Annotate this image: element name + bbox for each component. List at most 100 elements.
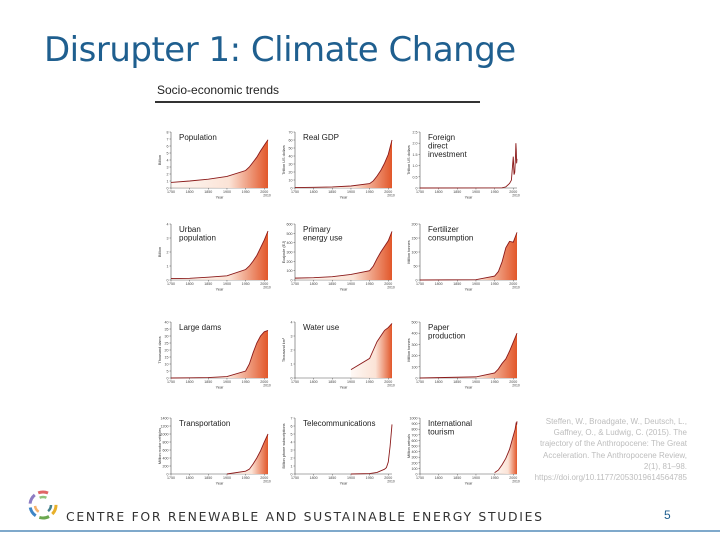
y-tick-label: 2 bbox=[167, 173, 169, 177]
x-tick-label: 1950 bbox=[366, 190, 374, 194]
x-tick-label: 1950 bbox=[366, 380, 374, 384]
y-tick-label: 200 bbox=[163, 465, 169, 469]
series-line bbox=[294, 231, 393, 279]
y-tick-label: 40 bbox=[165, 321, 169, 325]
y-tick-label: 4 bbox=[291, 441, 293, 445]
panel-title: Foreign direct investment bbox=[428, 133, 467, 159]
x-tick-label: 1850 bbox=[453, 380, 461, 384]
y-axis-label: Million tonnes bbox=[407, 240, 411, 263]
x-tick-label: 1750 bbox=[167, 282, 175, 286]
y-tick-label: 60 bbox=[289, 139, 293, 143]
y-tick-label: 0 bbox=[416, 187, 418, 191]
x-tick-label: 1950 bbox=[491, 190, 499, 194]
y-tick-label: 1 bbox=[167, 180, 169, 184]
panel-title: Real GDP bbox=[303, 133, 339, 142]
y-tick-label: 0.5 bbox=[413, 175, 418, 179]
x-tick-label: 2000 bbox=[384, 380, 392, 384]
x-tick-label: 2000 bbox=[509, 380, 517, 384]
y-axis-label: Trillion US dollars bbox=[407, 145, 411, 175]
y-tick-label: 1 bbox=[291, 465, 293, 469]
y-tick-label: 5 bbox=[167, 152, 169, 156]
y-tick-label: 0 bbox=[416, 473, 418, 477]
y-tick-label: 3 bbox=[167, 166, 169, 170]
series-area bbox=[350, 323, 392, 378]
cress-logo-icon bbox=[28, 490, 58, 520]
x-tick-label: 1950 bbox=[491, 380, 499, 384]
y-axis-label: Million motor vehicles bbox=[158, 428, 162, 464]
x-axis-label: Year bbox=[216, 196, 224, 200]
y-tick-label: 7 bbox=[167, 138, 169, 142]
y-tick-label: 800 bbox=[163, 441, 169, 445]
x-axis-label: Year bbox=[340, 482, 348, 486]
x-tick-label: 1900 bbox=[347, 282, 355, 286]
y-tick-label: 5 bbox=[291, 433, 293, 437]
x-axis-label: Year bbox=[465, 288, 473, 292]
x-tick-label: 1800 bbox=[310, 282, 318, 286]
panel-title: Fertilizer consumption bbox=[428, 225, 473, 243]
y-tick-label: 500 bbox=[412, 445, 418, 449]
x-tick-label: 1850 bbox=[204, 380, 212, 384]
x-tick-label: 1900 bbox=[223, 476, 231, 480]
x-tick-label: 1850 bbox=[453, 282, 461, 286]
figure-heading: Socio-economic trends bbox=[157, 83, 280, 97]
x-axis-label: Year bbox=[465, 482, 473, 486]
panel-title: Primary energy use bbox=[303, 225, 343, 243]
x-tick-label: 1900 bbox=[223, 282, 231, 286]
x-tick-label: 1850 bbox=[204, 282, 212, 286]
y-tick-label: 200 bbox=[412, 223, 418, 227]
x-tick-label: 1900 bbox=[472, 380, 480, 384]
y-tick-label: 4 bbox=[167, 159, 169, 163]
y-tick-label: 500 bbox=[412, 321, 418, 325]
x-tick-label: 1800 bbox=[186, 282, 194, 286]
panel-title: Paper production bbox=[428, 323, 465, 341]
y-tick-label: 20 bbox=[289, 171, 293, 175]
y-tick-label: 8 bbox=[167, 131, 169, 135]
x-tick-label: 1800 bbox=[186, 380, 194, 384]
x-tick-label: 1950 bbox=[366, 282, 374, 286]
x-axis-label: Year bbox=[216, 482, 224, 486]
y-tick-label: 3 bbox=[291, 449, 293, 453]
x-tick-label: 1800 bbox=[310, 380, 318, 384]
x-axis-label: Year bbox=[465, 196, 473, 200]
x-tick-label: 1950 bbox=[242, 190, 250, 194]
chart-panel-6: 0 50 100 150 200 Million tonnes 1750 1800 1850 19… bbox=[407, 223, 520, 292]
y-tick-label: 1.0 bbox=[413, 164, 418, 168]
y-tick-label: 100 bbox=[412, 467, 418, 471]
x-tick-label: 2000 bbox=[260, 380, 268, 384]
x-tick-label: 2000 bbox=[384, 476, 392, 480]
x-tick-label: 1750 bbox=[167, 380, 175, 384]
x-axis-label: Year bbox=[340, 196, 348, 200]
series-area bbox=[494, 421, 517, 474]
y-tick-label: 7 bbox=[291, 417, 293, 421]
panel-title: Telecommunications bbox=[303, 419, 375, 428]
series-line bbox=[170, 329, 269, 379]
y-tick-label: 20 bbox=[165, 349, 169, 353]
series-area bbox=[420, 333, 517, 378]
y-tick-label: 0 bbox=[416, 279, 418, 283]
y-tick-label: 100 bbox=[412, 365, 418, 369]
chart-panel-3: 0 0.5 1.0 1.5 2.0 2.5 Trillion US dollars 1750 1… bbox=[407, 131, 520, 200]
x-tick-label: 1900 bbox=[347, 380, 355, 384]
y-tick-label: 1 bbox=[291, 363, 293, 367]
y-tick-label: 70 bbox=[289, 131, 293, 135]
x-tick-label: 1850 bbox=[204, 190, 212, 194]
y-tick-label: 4 bbox=[167, 223, 169, 227]
y-axis-label: Trillion US dollars bbox=[282, 145, 286, 175]
series-line bbox=[494, 421, 518, 473]
y-tick-label: 600 bbox=[412, 439, 418, 443]
y-tick-label: 2 bbox=[291, 457, 293, 461]
panel-title: Urban population bbox=[179, 225, 216, 243]
x-tick-label: 2000 bbox=[260, 190, 268, 194]
series-area bbox=[226, 434, 268, 474]
x-tick-label: 1750 bbox=[416, 476, 424, 480]
x-tick-label: 1900 bbox=[472, 476, 480, 480]
y-tick-label: 700 bbox=[412, 433, 418, 437]
x-tick-label: 1800 bbox=[435, 380, 443, 384]
x-tick-label-extra: 2010 bbox=[387, 480, 395, 484]
series-line bbox=[419, 232, 518, 281]
y-tick-label: 4 bbox=[291, 321, 293, 325]
x-axis-label: Year bbox=[340, 288, 348, 292]
y-tick-label: 30 bbox=[165, 335, 169, 339]
x-tick-label-extra: 2010 bbox=[512, 194, 520, 198]
